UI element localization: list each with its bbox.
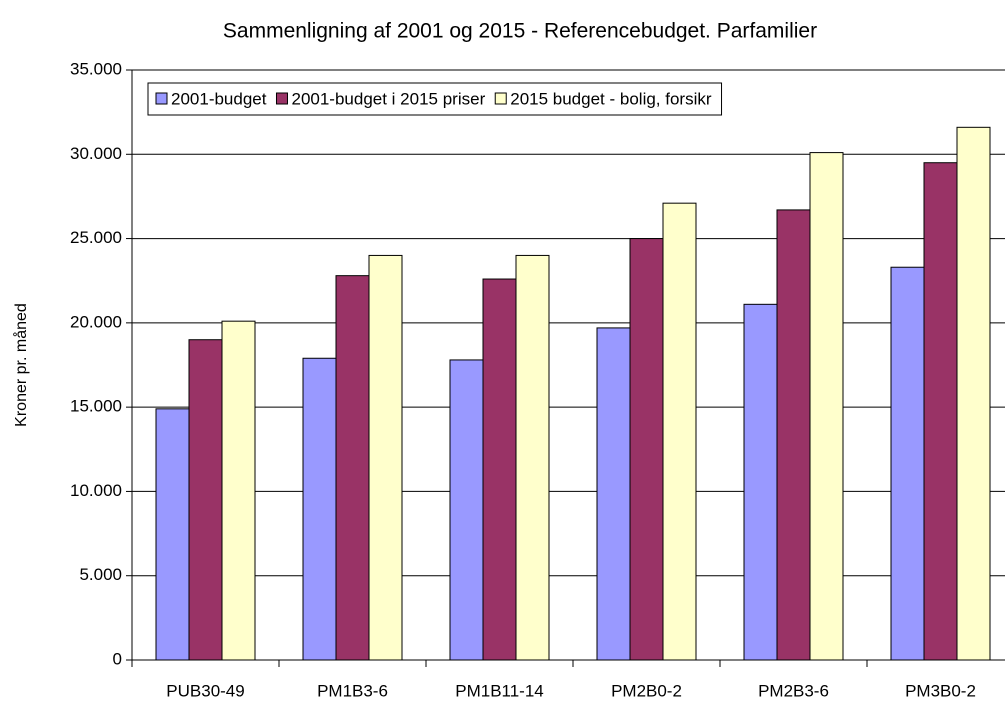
x-tick-label: PUB30-49 [166,681,244,700]
y-axis-label: Kroner pr. måned [12,303,30,427]
bar [302,357,337,661]
y-tick-label: 10.000 [70,481,122,500]
legend-swatch [155,92,168,105]
bar [662,202,697,661]
bar [890,266,925,661]
legend-box [147,82,723,116]
legend-swatch [275,92,288,105]
bar [743,303,778,661]
bar [515,254,550,661]
x-tick-label: PM3B0-2 [905,681,976,700]
bar [221,320,256,661]
legend-label: 2001-budget [171,89,267,108]
bar [596,327,631,661]
y-tick-label: 25.000 [70,228,122,247]
bar [368,254,403,661]
x-tick-label: PM2B0-2 [611,681,682,700]
bar [482,278,517,661]
bar [449,359,484,661]
y-tick-label: 20.000 [70,312,122,331]
bar [956,126,991,661]
bar [809,152,844,661]
legend: 2001-budget 2001-budget i 2015 priser 2015… [147,82,723,116]
x-tick-label: PM2B3-6 [758,681,829,700]
bar [155,408,190,661]
y-tick-label: 30.000 [70,144,122,163]
y-tick-label: 35.000 [70,59,122,78]
legend-swatch [494,92,507,105]
chart-title: Sammenligning af 2001 og 2015 - Referenc… [223,20,817,43]
bar [188,339,223,661]
bar [629,238,664,661]
bar [776,209,811,661]
y-tick-label: 0 [113,649,122,668]
y-tick-label: 15.000 [70,397,122,416]
legend-label: 2001-budget i 2015 priser [291,89,485,108]
bar [335,275,370,661]
x-tick-label: PM1B3-6 [317,681,388,700]
x-tick-label: PM1B11-14 [455,681,544,700]
legend-label: 2015 budget - bolig, forsikr [510,89,712,108]
bar [923,162,958,661]
y-tick-label: 5.000 [79,565,122,584]
